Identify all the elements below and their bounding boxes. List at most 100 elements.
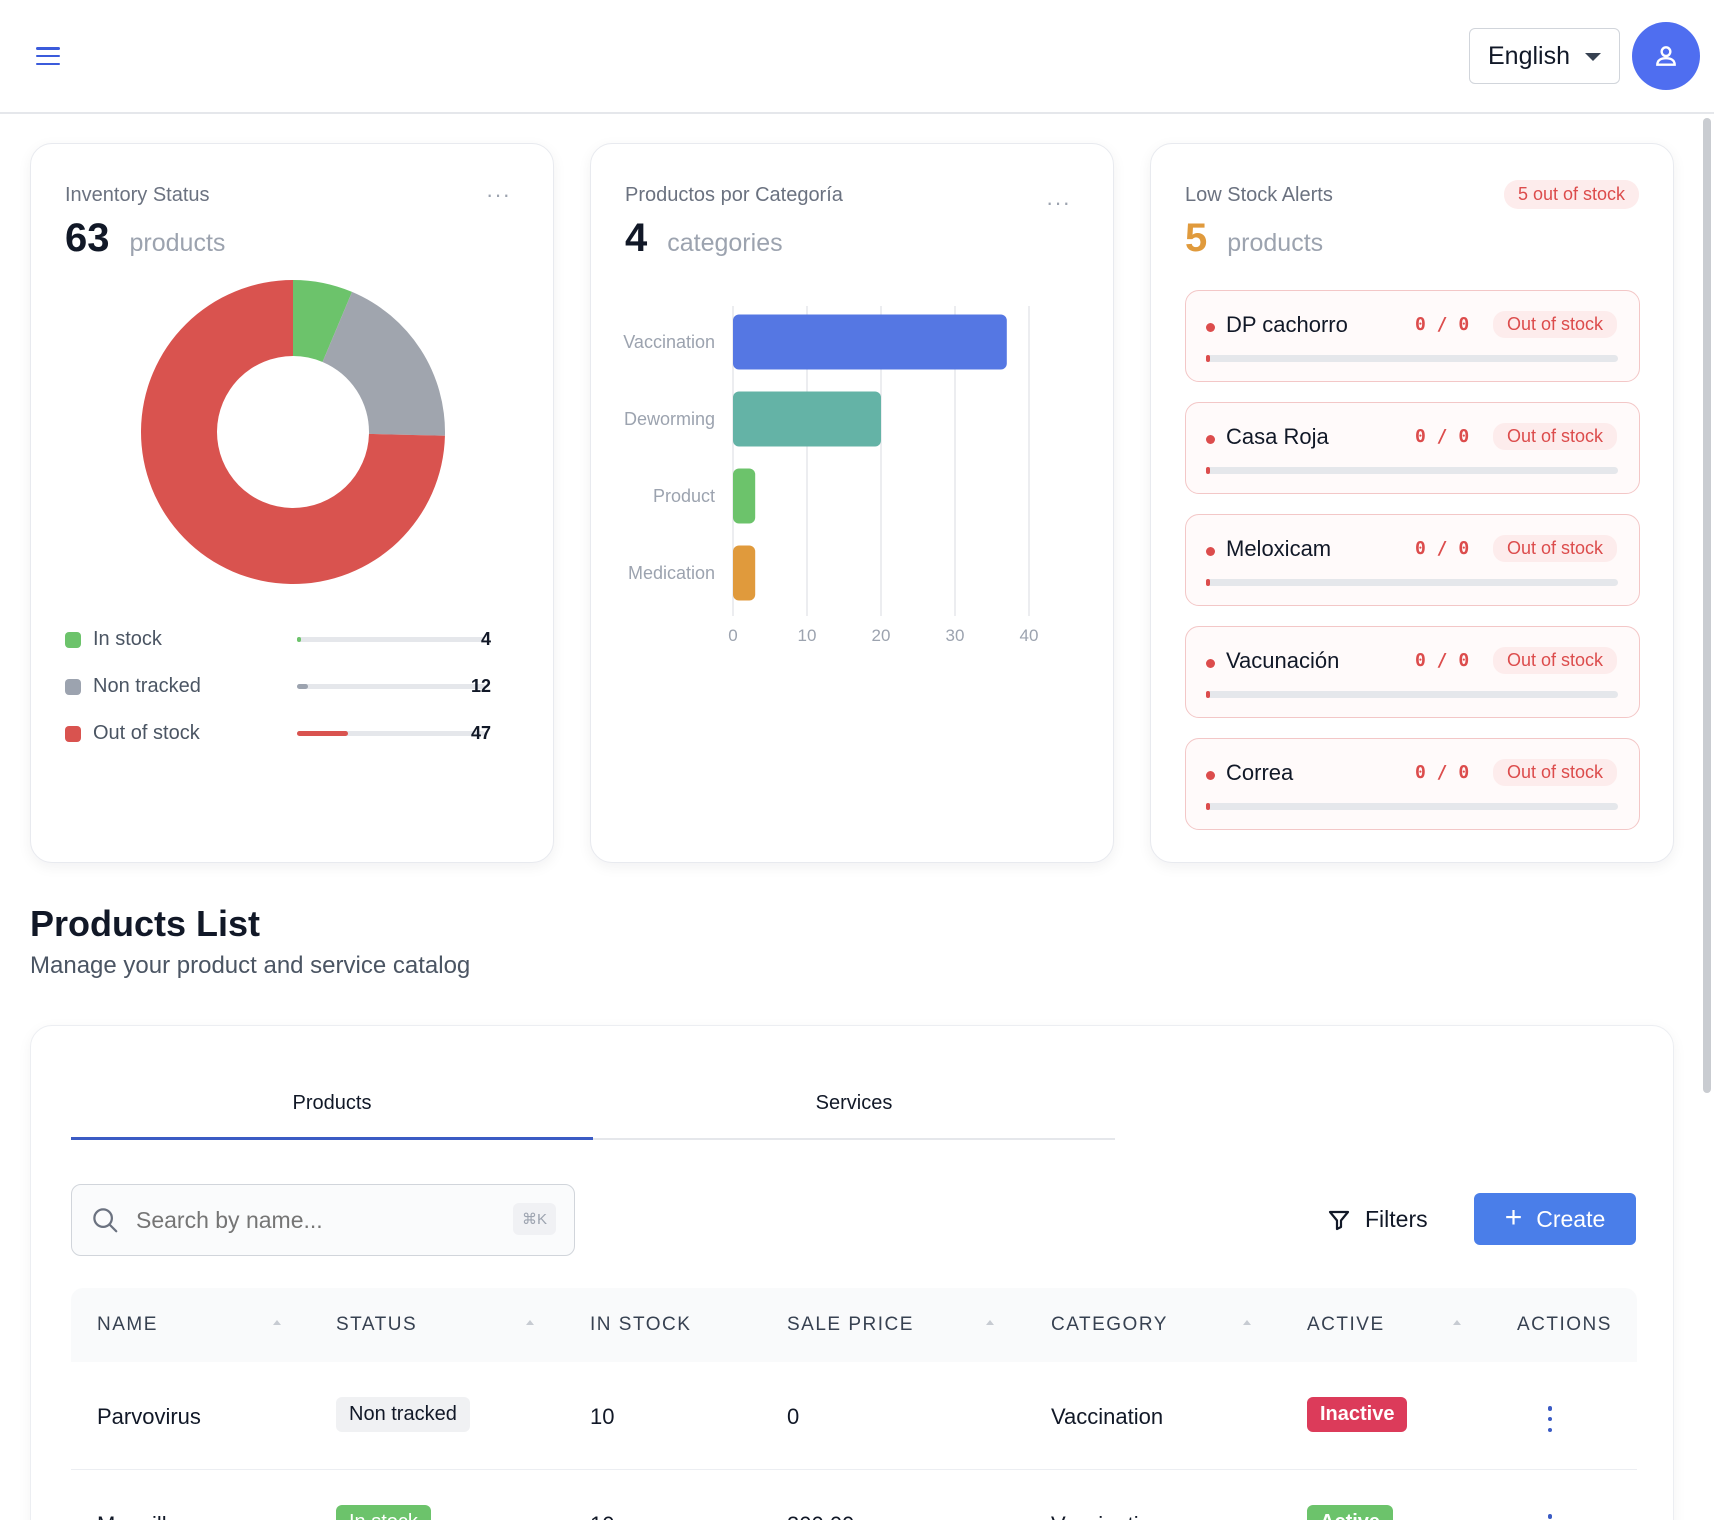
alert-quantity: 0 / 0 — [1415, 314, 1470, 335]
alert-status-pill: Out of stock — [1492, 647, 1617, 674]
cell-sale-price: 0 — [787, 1404, 800, 1429]
row-actions-icon[interactable] — [1546, 1406, 1554, 1432]
x-tick-label: 10 — [798, 626, 817, 645]
chevron-down-icon — [1585, 53, 1601, 61]
create-label: Create — [1536, 1205, 1606, 1232]
legend-value: 4 — [480, 629, 491, 649]
column-header-active[interactable]: ACTIVE — [1307, 1314, 1385, 1335]
bar-vaccination — [733, 314, 1007, 370]
alert-stock-bar — [1206, 579, 1618, 586]
tab-products[interactable]: Products — [71, 1090, 593, 1140]
alert-item[interactable]: Meloxicam 0 / 0 Out of stock — [1185, 514, 1640, 606]
alert-product-name: DP cachorro — [1226, 312, 1348, 337]
more-options-icon[interactable]: ··· — [1046, 190, 1071, 215]
status-dot — [1206, 771, 1215, 780]
status-dot — [1206, 659, 1215, 668]
out-of-stock-badge: 5 out of stock — [1503, 180, 1639, 209]
tab-services[interactable]: Services — [815, 1092, 893, 1114]
search-input[interactable] — [136, 1206, 476, 1234]
alert-item[interactable]: Correa 0 / 0 Out of stock — [1185, 738, 1640, 830]
legend-value: 47 — [470, 723, 491, 743]
column-header-name[interactable]: NAME — [97, 1314, 158, 1335]
filters-label: Filters — [1365, 1206, 1428, 1232]
bar-medication — [733, 545, 756, 601]
status-dot — [1206, 323, 1215, 332]
products-table: NAME STATUS IN STOCK SALE PRICE CATEGORY… — [71, 1288, 1637, 1520]
catalog-tabs: Products Services — [71, 1090, 1115, 1140]
alert-status-pill: Out of stock — [1492, 311, 1617, 338]
user-avatar[interactable] — [1632, 22, 1700, 90]
filters-button[interactable]: Filters — [1327, 1206, 1428, 1233]
page-scrollbar[interactable] — [1703, 118, 1711, 1093]
legend-bar — [297, 684, 485, 689]
search-shortcut: ⌘K — [512, 1203, 556, 1235]
category-bar-chart: 0 10 20 30 40 Vaccination Deworming Product Medi… — [623, 306, 1039, 645]
alert-quantity: 0 / 0 — [1415, 762, 1470, 783]
x-tick-label: 20 — [872, 626, 891, 645]
sort-icon[interactable] — [1243, 1320, 1251, 1325]
create-button[interactable]: + Create — [1474, 1193, 1636, 1245]
alert-stock-bar — [1206, 467, 1618, 474]
card-title: Productos por Categoría — [625, 184, 843, 206]
y-category-label: Deworming — [624, 409, 715, 429]
sort-icon[interactable] — [986, 1320, 994, 1325]
alert-stock-bar — [1206, 355, 1618, 362]
cell-sale-price: 300.00 — [787, 1512, 854, 1520]
active-badge: Active — [1307, 1505, 1394, 1520]
alert-stock-bar-fill — [1206, 579, 1210, 586]
alert-item[interactable]: Vacunación 0 / 0 Out of stock — [1185, 626, 1640, 718]
legend-label: Out of stock — [93, 722, 200, 744]
language-select[interactable]: English — [1469, 28, 1620, 84]
alert-status-pill: Out of stock — [1492, 759, 1617, 786]
legend-swatch — [65, 678, 81, 695]
total-unit: products — [1227, 229, 1324, 257]
legend-bar-fill — [297, 684, 309, 689]
table-row[interactable]: Moquillo In stock 10 300.00 Vaccination … — [71, 1470, 1637, 1520]
card-title: Inventory Status — [65, 184, 210, 206]
search-icon — [93, 1208, 118, 1233]
cell-in-stock: 10 — [590, 1512, 614, 1520]
sort-icon[interactable] — [273, 1320, 281, 1325]
filter-icon — [1328, 1210, 1350, 1230]
cell-name: Moquillo — [97, 1512, 179, 1520]
table-header: NAME STATUS IN STOCK SALE PRICE CATEGORY… — [71, 1288, 1637, 1362]
status-chip: Non tracked — [336, 1397, 470, 1432]
alert-product-name: Meloxicam — [1226, 536, 1332, 561]
legend-value: 12 — [470, 676, 491, 696]
legend-swatch — [65, 725, 81, 742]
card-total: 5 products — [1185, 216, 1323, 261]
products-panel: Products Services ⌘K Filters + Create NA… — [30, 1025, 1674, 1520]
total-count: 5 — [1185, 216, 1208, 260]
cell-category: Vaccination — [1051, 1512, 1163, 1520]
more-options-icon[interactable]: ··· — [486, 182, 511, 207]
hamburger-menu-icon[interactable] — [34, 44, 62, 68]
total-count: 4 — [625, 216, 648, 260]
cell-category: Vaccination — [1051, 1404, 1164, 1429]
column-header-sale-price[interactable]: SALE PRICE — [787, 1314, 914, 1335]
row-actions-icon[interactable] — [1546, 1514, 1554, 1520]
x-tick-label: 30 — [946, 626, 965, 645]
table-row[interactable]: Parvovirus Non tracked 10 0 Vaccination … — [71, 1362, 1637, 1470]
card-title: Low Stock Alerts — [1185, 184, 1333, 206]
column-header-status[interactable]: STATUS — [336, 1314, 418, 1335]
legend-bar-fill — [297, 637, 301, 642]
alert-item[interactable]: Casa Roja 0 / 0 Out of stock — [1185, 402, 1640, 494]
alert-item[interactable]: DP cachorro 0 / 0 Out of stock — [1185, 290, 1640, 382]
inventory-donut-chart — [141, 280, 446, 585]
donut-slice-non-tracked — [322, 291, 446, 436]
legend-bar-fill — [297, 731, 348, 736]
column-header-category[interactable]: CATEGORY — [1051, 1314, 1168, 1335]
legend-row-out-of-stock: Out of stock 47 — [65, 710, 525, 757]
alert-stock-bar — [1206, 691, 1618, 698]
language-select-value: English — [1488, 41, 1570, 70]
sort-icon[interactable] — [1453, 1320, 1461, 1325]
alert-quantity: 0 / 0 — [1415, 538, 1470, 559]
alert-quantity: 0 / 0 — [1415, 426, 1470, 447]
y-category-label: Medication — [628, 563, 715, 583]
search-box[interactable]: ⌘K — [71, 1184, 575, 1256]
status-chip: In stock — [336, 1505, 431, 1520]
x-tick-label: 40 — [1020, 626, 1039, 645]
legend-bar — [297, 731, 485, 736]
sort-icon[interactable] — [526, 1320, 534, 1325]
low-stock-alerts-card: Low Stock Alerts 5 out of stock 5 produc… — [1150, 143, 1674, 863]
